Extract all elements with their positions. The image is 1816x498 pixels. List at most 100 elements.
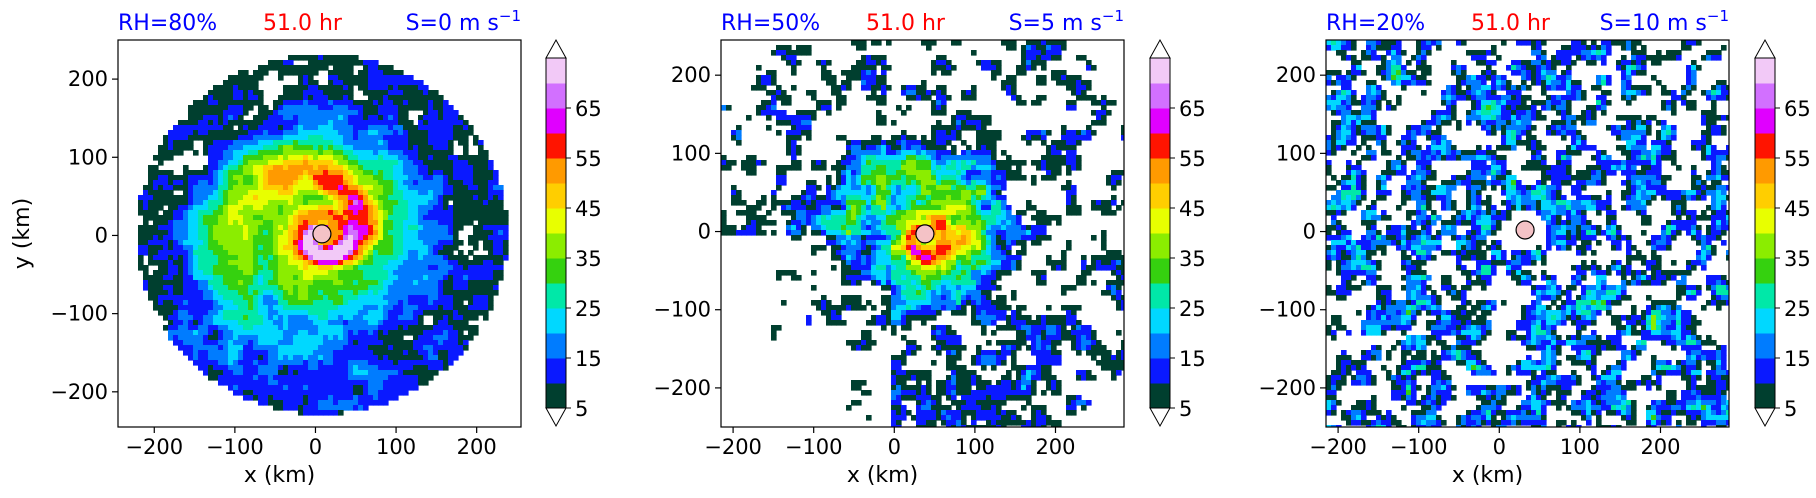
field-cell: [158, 280, 164, 286]
y-tick-label: −100: [50, 302, 108, 326]
field-cell: [188, 190, 194, 196]
field-cell: [906, 90, 912, 96]
field-cell: [378, 85, 384, 91]
field-cell: [448, 150, 454, 156]
field-cell: [423, 380, 429, 386]
field-cell: [423, 275, 429, 281]
field-cell: [906, 150, 912, 156]
field-cell: [896, 135, 902, 141]
field-cell: [438, 270, 444, 276]
colorbar-frame: [545, 57, 567, 409]
field-cell: [811, 180, 817, 186]
field-cell: [1076, 140, 1082, 146]
field-cell: [273, 290, 279, 296]
field-cell: [233, 115, 239, 121]
field-cell: [268, 130, 274, 136]
field-cell: [856, 40, 862, 46]
field-cell: [208, 170, 214, 176]
field-cell: [463, 135, 469, 141]
field-cell: [148, 240, 154, 246]
field-cell: [318, 380, 324, 386]
field-cell: [876, 100, 882, 106]
field-cell: [428, 200, 434, 206]
field-cell: [423, 230, 429, 236]
field-cell: [188, 140, 194, 146]
field-cell: [493, 260, 499, 266]
field-cell: [1056, 170, 1062, 176]
field-cell: [268, 135, 274, 141]
field-cell: [448, 270, 454, 276]
field-cell: [258, 275, 264, 281]
field-cell: [398, 325, 404, 331]
field-cell: [173, 285, 179, 291]
field-cell: [1031, 50, 1037, 56]
field-cell: [328, 310, 334, 316]
field-cell: [278, 265, 284, 271]
field-cell: [278, 260, 284, 266]
field-cell: [173, 265, 179, 271]
field-cell: [233, 280, 239, 286]
field-cell: [218, 365, 224, 371]
field-cell: [193, 320, 199, 326]
field-cell: [741, 160, 747, 166]
field-cell: [836, 160, 842, 166]
field-cell: [163, 190, 169, 196]
field-cell: [378, 105, 384, 111]
field-cell: [318, 125, 324, 131]
field-cell: [473, 290, 479, 296]
field-cell: [143, 210, 149, 216]
field-cell: [1046, 155, 1052, 161]
field-cell: [413, 220, 419, 226]
field-cell: [398, 240, 404, 246]
field-cell: [243, 145, 249, 151]
field-cell: [183, 195, 189, 201]
field-cell: [448, 260, 454, 266]
field-cell: [373, 250, 379, 256]
field-cell: [383, 385, 389, 391]
field-cell: [413, 105, 419, 111]
field-cell: [323, 85, 329, 91]
field-cell: [926, 155, 932, 161]
field-cell: [248, 185, 254, 191]
field-cell: [203, 195, 209, 201]
field-cell: [213, 100, 219, 106]
field-cell: [153, 205, 159, 211]
field-cell: [278, 235, 284, 241]
field-cell: [393, 180, 399, 186]
field-cell: [413, 320, 419, 326]
field-cell: [991, 170, 997, 176]
field-cell: [458, 155, 464, 161]
field-cell: [273, 155, 279, 161]
field-cell: [483, 305, 489, 311]
field-cell: [811, 160, 817, 166]
field-cell: [473, 210, 479, 216]
field-cell: [168, 285, 174, 291]
field-cell: [1026, 55, 1032, 61]
field-cell: [188, 170, 194, 176]
field-cell: [313, 395, 319, 401]
field-cell: [498, 200, 504, 206]
field-cell: [358, 160, 364, 166]
field-cell: [383, 175, 389, 181]
field-cell: [228, 85, 234, 91]
field-cell: [383, 195, 389, 201]
field-cell: [168, 310, 174, 316]
field-cell: [368, 95, 374, 101]
field-cell: [303, 185, 309, 191]
field-cell: [368, 195, 374, 201]
field-cell: [906, 135, 912, 141]
field-cell: [343, 215, 349, 221]
field-cell: [488, 200, 494, 206]
field-cell: [293, 390, 299, 396]
field-cell: [473, 280, 479, 286]
field-cell: [881, 65, 887, 71]
field-cell: [941, 145, 947, 151]
field-cell: [378, 155, 384, 161]
field-cell: [836, 180, 842, 186]
field-cell: [193, 285, 199, 291]
field-cell: [861, 45, 867, 51]
field-cell: [333, 150, 339, 156]
field-cell: [991, 130, 997, 136]
field-cell: [448, 325, 454, 331]
field-cell: [398, 120, 404, 126]
